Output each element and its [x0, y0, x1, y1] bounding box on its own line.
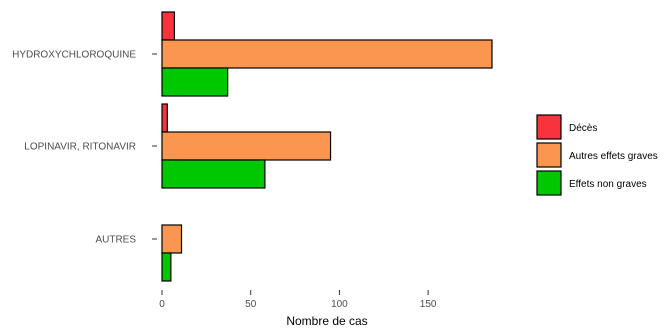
bar-lopinavir-ritonavir-deces — [161, 103, 168, 133]
category-label: HYDROXYCHLOROQUINE — [12, 50, 136, 61]
category-label: AUTRES — [95, 235, 136, 246]
x-tick-label: 50 — [245, 299, 257, 310]
bar-lopinavir-ritonavir-autres-effets-graves — [161, 131, 332, 161]
x-axis: 0 50 100 150 — [159, 290, 437, 310]
bar-hydroxychloroquine-autres-effets-graves — [161, 39, 493, 69]
x-tick-label: 100 — [331, 299, 348, 310]
bars-layer — [161, 11, 493, 282]
bar-hydroxychloroquine-effets-non-graves — [161, 67, 229, 97]
legend: Décès Autres effets graves Effets non grav… — [536, 114, 658, 196]
legend-swatch-effets-non-graves — [536, 170, 562, 196]
bar-autres-effets-non-graves — [161, 252, 172, 282]
bar-hydroxychloroquine-deces — [161, 11, 176, 41]
category-label: LOPINAVIR, RITONAVIR — [24, 142, 136, 153]
x-tick-label: 150 — [420, 299, 437, 310]
x-axis-title: Nombre de cas — [286, 314, 367, 328]
x-tick-label: 0 — [159, 299, 165, 310]
bar-autres-autres-effets-graves — [161, 224, 183, 254]
legend-label-deces: Décès — [569, 123, 597, 134]
category-axis: HYDROXYCHLOROQUINE LOPINAVIR, RITONAVIR AU… — [12, 50, 157, 246]
legend-label-effets-non-graves: Effets non graves — [569, 179, 647, 190]
bar-lopinavir-ritonavir-effets-non-graves — [161, 159, 266, 189]
legend-swatch-autres-effets-graves — [536, 142, 562, 168]
legend-label-autres-effets-graves: Autres effets graves — [569, 151, 658, 162]
legend-swatch-deces — [536, 114, 562, 140]
